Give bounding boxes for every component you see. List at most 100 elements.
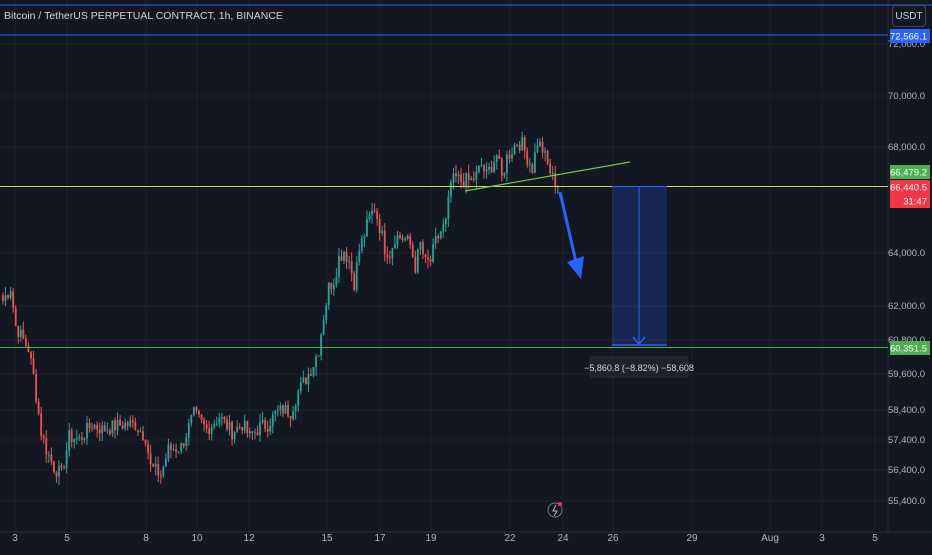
candle-body xyxy=(187,423,190,438)
candle-body xyxy=(373,210,376,212)
candle-body xyxy=(210,426,213,435)
candle-body xyxy=(434,236,437,245)
candle-body xyxy=(231,421,233,440)
candle-body xyxy=(241,427,244,431)
time-tick-label: 26 xyxy=(607,533,619,544)
price-badge-countdown xyxy=(890,194,930,208)
measure-arrow xyxy=(632,336,646,346)
candle-body xyxy=(544,151,546,153)
candle-body xyxy=(114,420,116,431)
candle-body xyxy=(80,436,83,440)
candle-body xyxy=(488,166,490,170)
candle-body xyxy=(467,173,470,180)
price-tick-label: 56,400.0 xyxy=(888,465,925,476)
candle-body xyxy=(518,144,521,151)
candle-body xyxy=(73,439,76,443)
candle-body xyxy=(226,419,228,430)
candle-body xyxy=(483,165,485,172)
time-tick-label: 29 xyxy=(686,533,698,544)
candle-body xyxy=(78,436,81,439)
candle-body xyxy=(142,431,144,440)
candle-body xyxy=(470,178,473,180)
candle-body xyxy=(495,155,498,163)
candle-body xyxy=(355,262,358,290)
candle-body xyxy=(58,465,60,477)
candle-body xyxy=(157,464,160,476)
candle-body xyxy=(170,444,172,450)
candle-body xyxy=(508,154,511,159)
candle-body xyxy=(399,235,401,238)
candle-body xyxy=(322,320,325,335)
candle-body xyxy=(220,416,223,419)
candle-body xyxy=(292,411,295,419)
candle-body xyxy=(218,418,221,424)
candle-body xyxy=(68,430,71,451)
candle-body xyxy=(9,291,12,298)
candle-body xyxy=(30,352,32,359)
candle-body xyxy=(70,430,73,443)
candle-body xyxy=(200,414,203,420)
candle-body xyxy=(340,256,343,261)
candle-body xyxy=(350,261,353,273)
candle-body xyxy=(248,431,251,434)
price-badge-level xyxy=(890,165,930,179)
candle-body xyxy=(429,259,432,262)
measure-label: −5,860.8 (−8.82%) −58,608 xyxy=(584,363,694,373)
price-tick-label: 70,000.0 xyxy=(888,91,925,102)
candle-body xyxy=(236,426,239,433)
candle-body xyxy=(180,443,183,452)
candle-body xyxy=(259,422,261,436)
candle-body xyxy=(422,242,424,255)
candle-body xyxy=(256,432,259,436)
candle-body xyxy=(317,355,320,357)
candle-body xyxy=(534,152,536,173)
candle-body xyxy=(53,461,55,473)
candle-body xyxy=(386,254,389,258)
candle-body xyxy=(358,251,361,263)
candle-body xyxy=(480,165,483,167)
candle-body xyxy=(147,443,149,454)
candle-body xyxy=(424,254,427,258)
candle-body xyxy=(427,257,429,260)
candle-body xyxy=(531,164,534,173)
candle-body xyxy=(91,428,93,430)
time-tick-label: 12 xyxy=(243,533,255,544)
time-tick-label: 22 xyxy=(504,533,516,544)
candle-body xyxy=(287,405,289,416)
price-tick-label: 58,400.0 xyxy=(888,405,925,416)
candle-body xyxy=(167,444,170,459)
candle-body xyxy=(521,137,524,151)
candle-body xyxy=(513,145,516,155)
candle-body xyxy=(327,282,330,306)
candle-body xyxy=(546,151,549,164)
candle-body xyxy=(93,424,96,429)
candle-body xyxy=(526,150,529,165)
candle-body xyxy=(348,261,351,263)
candle-body xyxy=(124,422,127,429)
candle-body xyxy=(371,210,373,215)
candle-body xyxy=(213,423,216,427)
candle-body xyxy=(7,295,9,298)
time-tick-label: 15 xyxy=(321,533,333,544)
candle-body xyxy=(368,214,371,220)
candle-body xyxy=(338,256,340,277)
candle-body xyxy=(541,141,544,153)
candle-body xyxy=(396,235,399,245)
candle-body xyxy=(452,173,455,183)
candle-body xyxy=(391,248,394,258)
candle-body xyxy=(4,295,7,301)
candle-body xyxy=(136,429,139,432)
time-tick-label: 8 xyxy=(143,533,149,544)
candle-body xyxy=(17,326,20,338)
currency-button[interactable]: USDT xyxy=(892,5,926,27)
candle-body xyxy=(523,137,526,151)
candle-body xyxy=(401,237,404,241)
candle-body xyxy=(284,405,287,414)
candle-body xyxy=(274,411,277,415)
candle-body xyxy=(190,415,193,424)
candle-body xyxy=(363,236,366,239)
candle-body xyxy=(320,334,323,356)
candle-body xyxy=(47,454,50,456)
